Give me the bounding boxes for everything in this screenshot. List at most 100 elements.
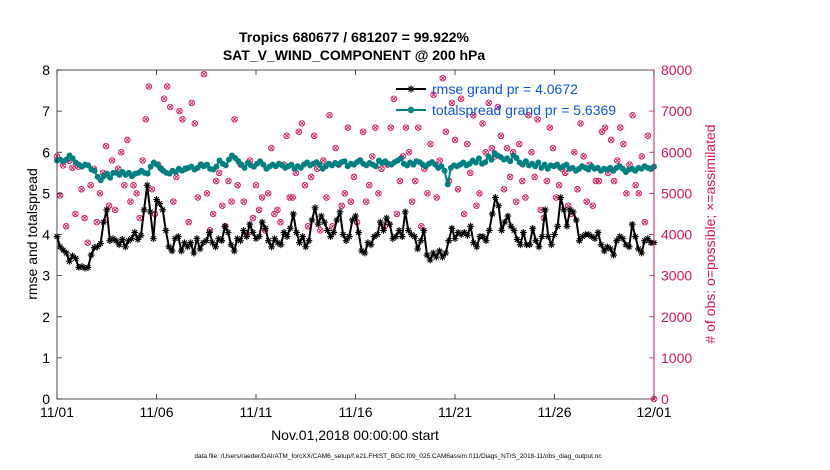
obs-count-point — [620, 140, 627, 148]
obs-count-point — [632, 181, 639, 189]
obs-assimilated-marker — [321, 158, 326, 163]
obs-assimilated-marker — [146, 84, 152, 89]
obs-count-point — [194, 194, 202, 201]
rmse-point-glyph — [389, 235, 397, 243]
rmse-point — [563, 222, 571, 230]
rmse-point — [572, 216, 580, 224]
rmse-point-glyph — [243, 233, 251, 240]
rmse-point-glyph — [538, 233, 546, 240]
obs-possible-marker — [601, 124, 609, 131]
rmse-point-glyph — [94, 243, 101, 251]
obs-count-point — [111, 206, 119, 214]
obs-assimilated-marker — [483, 149, 488, 155]
rmse-point — [274, 239, 282, 247]
obs-possible-marker — [476, 190, 483, 197]
obs-assimilated-marker — [556, 182, 562, 188]
rmse-point-glyph — [109, 235, 117, 243]
rmse-point-glyph — [261, 224, 269, 232]
rmse-point-glyph — [137, 231, 145, 239]
obs-possible-marker — [467, 169, 474, 177]
rmse-point — [305, 237, 313, 245]
obs-count-point — [488, 144, 495, 152]
rmse-point — [532, 237, 540, 245]
obs-count-point — [188, 99, 195, 107]
rmse-point — [333, 216, 341, 224]
obs-possible-marker — [62, 223, 70, 230]
obs-possible-marker — [531, 173, 538, 181]
obs-assimilated-marker — [486, 100, 491, 106]
rmse-point-glyph — [420, 226, 428, 234]
legend-rmse-marker — [407, 85, 415, 93]
rmse-point — [109, 235, 117, 243]
rmse-point-glyph — [181, 239, 188, 247]
rmse-point-glyph — [59, 246, 67, 254]
rmse-point — [146, 208, 154, 216]
rmse-point-glyph — [118, 236, 126, 243]
rmse-point — [233, 235, 241, 243]
obs-count-point — [402, 124, 410, 131]
rmse-point-glyph — [445, 237, 453, 245]
obs-possible-marker — [427, 140, 434, 148]
obs-assimilated-marker — [428, 141, 433, 147]
obs-assimilated-marker — [174, 174, 179, 180]
obs-assimilated-marker — [213, 178, 219, 184]
obs-assimilated-marker — [624, 191, 629, 196]
rmse-point — [215, 235, 223, 243]
rmse-point-glyph — [398, 233, 406, 240]
rmse-point — [249, 229, 257, 236]
obs-assimilated-marker — [443, 129, 449, 135]
rmse-point — [404, 226, 412, 234]
rmse-point — [367, 241, 375, 249]
rmse-point-glyph — [414, 245, 422, 253]
obs-assimilated-marker — [532, 174, 537, 180]
obs-possible-marker — [620, 140, 627, 148]
obs-count-point — [338, 202, 345, 209]
rmse-point-glyph — [544, 233, 552, 240]
obs-assimilated-marker — [140, 158, 146, 163]
rmse-point-glyph — [603, 243, 611, 251]
obs-possible-marker — [139, 157, 146, 164]
rmse-point — [342, 237, 350, 245]
rmse-point — [417, 237, 425, 245]
obs-count-point — [139, 157, 146, 164]
rmse-point-glyph — [451, 235, 459, 243]
obs-count-point — [641, 218, 649, 226]
rmse-point — [56, 243, 64, 251]
rmse-point-glyph — [156, 200, 164, 208]
rmse-point — [302, 243, 310, 251]
rmse-point — [622, 241, 630, 249]
rmse-point — [87, 251, 95, 259]
spread-point — [147, 163, 154, 170]
obs-count-point — [350, 173, 358, 181]
spread-point — [372, 163, 379, 170]
obs-assimilated-marker — [112, 207, 118, 213]
obs-count-point — [320, 157, 327, 164]
rmse-point — [286, 224, 294, 232]
rmse-point-glyph — [81, 264, 89, 272]
obs-count-point — [571, 148, 578, 156]
y-axis-right: 0 1000 2000 3000 4000 5000 6000 7000 8000 — [649, 62, 692, 407]
obs-count-point — [185, 218, 192, 226]
obs-count-point — [574, 186, 581, 193]
rmse-point-glyph — [66, 257, 73, 265]
obs-possible-marker — [264, 190, 272, 197]
rmse-point-glyph — [460, 229, 468, 236]
rmse-point-glyph — [516, 241, 524, 249]
obs-possible-marker — [571, 148, 578, 156]
y-tick-label-right: 7000 — [661, 103, 692, 119]
spread-point — [522, 158, 529, 165]
rmse-point — [122, 243, 129, 251]
obs-possible-marker — [81, 214, 88, 222]
obs-assimilated-marker — [171, 199, 176, 204]
obs-possible-marker — [347, 198, 355, 205]
rmse-point-glyph — [358, 247, 366, 255]
rmse-point — [569, 208, 577, 216]
obs-count-point — [344, 124, 352, 131]
legend-rmse-star-glyph — [407, 85, 415, 93]
obs-possible-marker — [595, 177, 603, 185]
rmse-point-glyph — [619, 235, 627, 243]
obs-assimilated-marker — [345, 125, 351, 130]
rmse-point — [504, 212, 512, 220]
rmse-point-glyph — [594, 229, 602, 236]
rmse-point — [345, 233, 353, 240]
